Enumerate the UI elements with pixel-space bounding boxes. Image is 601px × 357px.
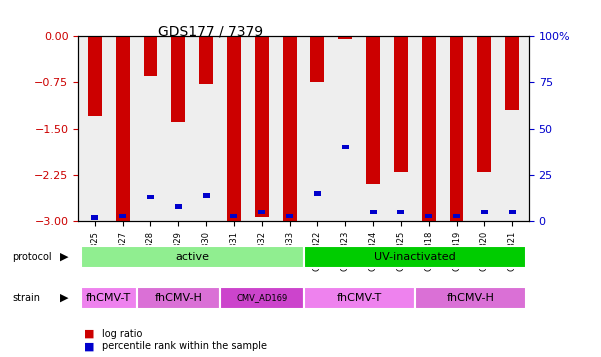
Bar (338, 36, 352, 39)
Bar (477, 36, 492, 172)
Bar (508, 210, 516, 214)
Text: ▶: ▶ (60, 293, 69, 303)
Text: active: active (175, 252, 209, 262)
Bar (366, 36, 380, 184)
Bar (342, 145, 349, 149)
Bar (203, 193, 210, 197)
Bar (147, 195, 154, 199)
FancyBboxPatch shape (81, 246, 304, 268)
Bar (116, 36, 130, 221)
Text: fhCMV-T: fhCMV-T (86, 293, 132, 303)
FancyBboxPatch shape (304, 287, 415, 309)
Bar (426, 213, 432, 218)
Bar (255, 36, 269, 217)
Bar (422, 36, 436, 221)
Text: fhCMV-T: fhCMV-T (337, 293, 382, 303)
Text: UV-inactivated: UV-inactivated (374, 252, 456, 262)
Bar (91, 216, 99, 220)
Bar (227, 36, 241, 221)
Text: log ratio: log ratio (102, 329, 142, 339)
Bar (505, 36, 519, 110)
Bar (230, 213, 237, 218)
Bar (286, 213, 293, 218)
Bar (88, 36, 102, 116)
Bar (481, 210, 488, 214)
FancyBboxPatch shape (220, 287, 304, 309)
Bar (450, 36, 463, 221)
Bar (397, 210, 404, 214)
Bar (258, 210, 265, 214)
FancyBboxPatch shape (415, 287, 526, 309)
Bar (394, 36, 408, 172)
Text: ▶: ▶ (60, 252, 69, 262)
Bar (314, 191, 321, 196)
Bar (144, 36, 157, 76)
Text: GDS177 / 7379: GDS177 / 7379 (158, 25, 263, 39)
Text: strain: strain (12, 293, 40, 303)
Bar (199, 36, 213, 84)
Bar (311, 36, 325, 82)
Bar (171, 36, 185, 122)
Text: CMV_AD169: CMV_AD169 (236, 293, 287, 303)
Text: fhCMV-H: fhCMV-H (154, 293, 202, 303)
Text: percentile rank within the sample: percentile rank within the sample (102, 341, 267, 351)
Bar (453, 213, 460, 218)
Bar (175, 204, 182, 208)
FancyBboxPatch shape (304, 246, 526, 268)
Text: ■: ■ (84, 341, 94, 351)
FancyBboxPatch shape (81, 287, 136, 309)
FancyBboxPatch shape (136, 287, 220, 309)
Text: protocol: protocol (12, 252, 52, 262)
Bar (119, 213, 126, 218)
Bar (370, 210, 377, 214)
Text: ■: ■ (84, 329, 94, 339)
Bar (282, 36, 296, 221)
Text: fhCMV-H: fhCMV-H (447, 293, 495, 303)
